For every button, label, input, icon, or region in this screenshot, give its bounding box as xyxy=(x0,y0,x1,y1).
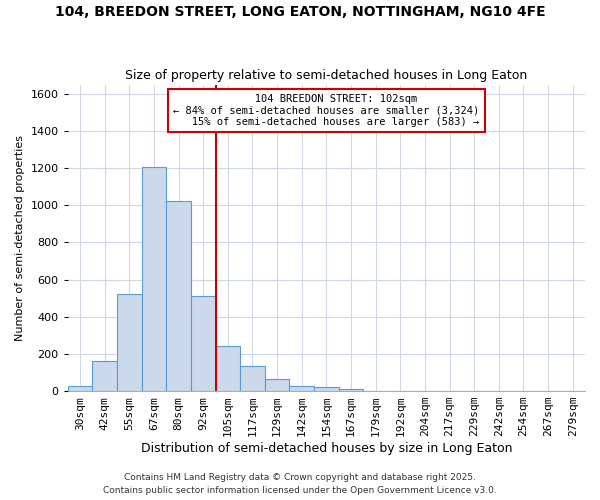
Bar xyxy=(215,346,240,391)
Bar xyxy=(68,386,92,391)
Bar xyxy=(338,389,364,391)
Text: Contains HM Land Registry data © Crown copyright and database right 2025.
Contai: Contains HM Land Registry data © Crown c… xyxy=(103,474,497,495)
Y-axis label: Number of semi-detached properties: Number of semi-detached properties xyxy=(15,135,25,341)
Text: 104, BREEDON STREET, LONG EATON, NOTTINGHAM, NG10 4FE: 104, BREEDON STREET, LONG EATON, NOTTING… xyxy=(55,5,545,19)
Text: 104 BREEDON STREET: 102sqm
← 84% of semi-detached houses are smaller (3,324)
   : 104 BREEDON STREET: 102sqm ← 84% of semi… xyxy=(173,94,479,127)
Bar xyxy=(191,296,215,391)
Bar xyxy=(142,167,166,391)
Title: Size of property relative to semi-detached houses in Long Eaton: Size of property relative to semi-detach… xyxy=(125,69,527,82)
Bar xyxy=(240,366,265,391)
Bar xyxy=(166,200,191,391)
X-axis label: Distribution of semi-detached houses by size in Long Eaton: Distribution of semi-detached houses by … xyxy=(140,442,512,455)
Bar xyxy=(92,362,117,391)
Bar xyxy=(265,379,289,391)
Bar xyxy=(314,388,338,391)
Bar xyxy=(289,386,314,391)
Bar xyxy=(117,294,142,391)
